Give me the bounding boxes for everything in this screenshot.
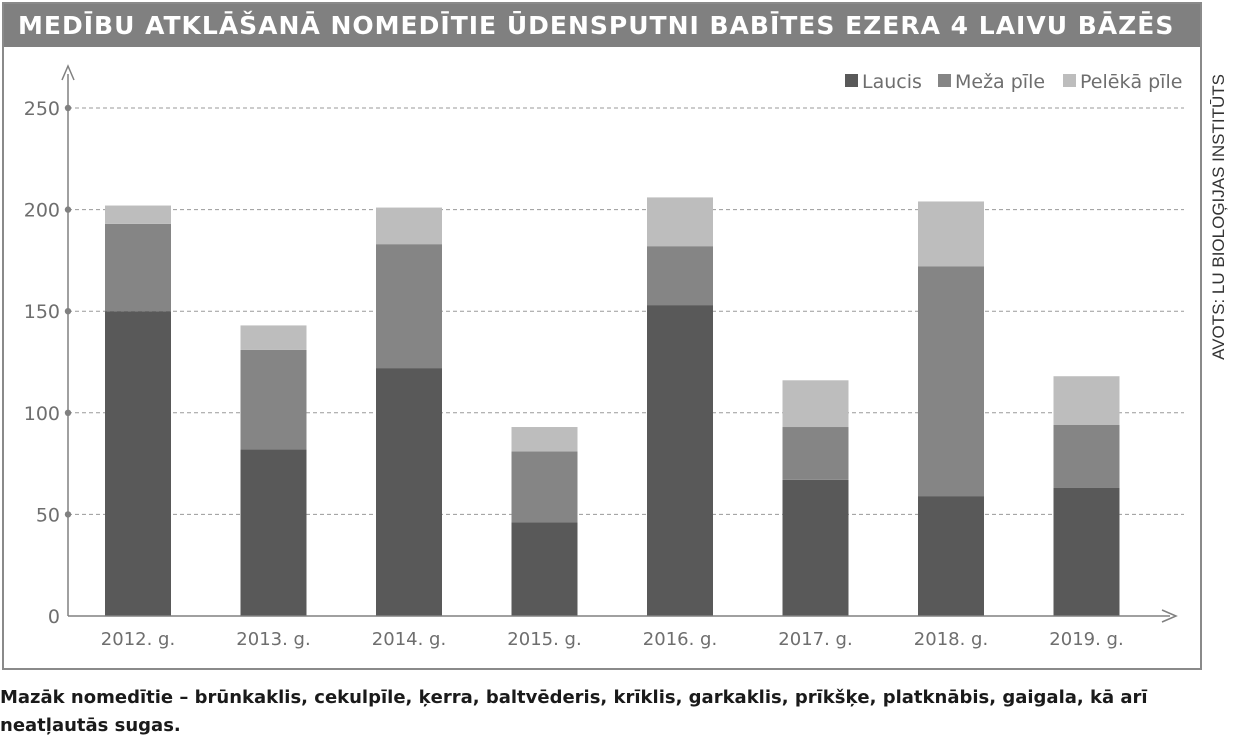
x-category-label: 2015. g. — [507, 629, 581, 650]
legend-laucis-label: Laucis — [862, 71, 922, 93]
source-credit: AVOTS: LU BIOLOĢIJAS INSTITŪTS — [1208, 74, 1230, 374]
legend-meza-pile-label: Meža pīle — [955, 71, 1045, 93]
axes — [61, 64, 1178, 623]
bar-meza-pile — [782, 427, 849, 480]
bar-laucis — [511, 522, 578, 616]
bar-meza-pile — [376, 244, 442, 369]
y-ticks: 0 50 100 150 200 250 — [24, 98, 72, 628]
y-tick-dot — [64, 104, 72, 112]
y-axis-arrow — [61, 64, 75, 81]
legend-laucis-swatch — [845, 74, 858, 87]
caption: Mazāk nomedītie – brūnkaklis, cekulpīle,… — [0, 687, 1148, 736]
bar-peleka-pile — [511, 427, 578, 452]
bar-laucis — [105, 311, 171, 616]
bar-peleka-pile — [1053, 376, 1120, 425]
chart-title: MEDĪBU ATKLĀŠANĀ NOMEDĪTIE ŪDENSPUTNI BA… — [18, 11, 1175, 40]
bar-peleka-pile — [376, 207, 442, 245]
x-category-label: 2016. g. — [643, 629, 717, 650]
bar-meza-pile — [105, 223, 171, 312]
source-text: AVOTS: LU BIOLOĢIJAS INSTITŪTS — [1209, 74, 1228, 360]
gridlines — [68, 107, 1184, 515]
x-category-label: 2014. g. — [372, 629, 446, 650]
bar-laucis — [376, 368, 442, 616]
bar-laucis — [782, 479, 849, 616]
x-labels: 2012. g. 2013. g. 2014. g. 2015. g. 2016. g.… — [101, 629, 1124, 650]
y-tick-label: 50 — [36, 504, 60, 526]
chart-frame: MEDĪBU ATKLĀŠANĀ NOMEDĪTIE ŪDENSPUTNI BA… — [2, 2, 1202, 670]
x-axis-arrow — [1161, 609, 1178, 623]
y-tick-dot — [64, 409, 72, 416]
y-tick-dot — [64, 511, 72, 518]
bar-laucis — [647, 305, 713, 616]
title-bar: MEDĪBU ATKLĀŠANĀ NOMEDĪTIE ŪDENSPUTNI BA… — [4, 4, 1200, 47]
bar-peleka-pile — [647, 197, 713, 247]
y-tick-label: 150 — [24, 301, 60, 323]
bar-peleka-pile — [240, 325, 307, 350]
bar-peleka-pile — [782, 380, 849, 428]
x-category-label: 2013. g. — [236, 629, 310, 650]
y-tick-dot — [64, 308, 72, 315]
bar-laucis — [1053, 487, 1120, 616]
chart-svg: 0 50 100 150 200 250 2012. g. 2013. g. 2014. g.… — [24, 64, 1184, 650]
bar-meza-pile — [647, 246, 713, 306]
y-tick-dot — [64, 206, 72, 213]
legend-peleka-pile-label: Pelēkā pīle — [1080, 71, 1182, 93]
y-tick-label: 100 — [24, 403, 60, 425]
x-category-label: 2017. g. — [778, 629, 852, 650]
y-tick-label: 200 — [24, 200, 60, 222]
bar-peleka-pile — [918, 201, 984, 267]
bar-meza-pile — [1053, 424, 1120, 488]
x-category-label: 2012. g. — [101, 629, 175, 650]
x-category-label: 2019. g. — [1049, 629, 1123, 650]
bar-meza-pile — [511, 451, 578, 523]
legend-peleka-pile-swatch — [1063, 74, 1076, 87]
legend: Laucis Meža pīle Pelēkā pīle — [845, 71, 1182, 93]
bars — [105, 197, 1120, 616]
bar-laucis — [918, 496, 984, 616]
bar-peleka-pile — [105, 205, 171, 224]
bar-meza-pile — [918, 266, 984, 497]
bar-meza-pile — [240, 349, 307, 450]
legend-meza-pile-swatch — [938, 74, 951, 87]
bar-laucis — [240, 449, 307, 616]
y-tick-label: 0 — [48, 606, 60, 628]
y-tick-label: 250 — [24, 98, 60, 120]
x-category-label: 2018. g. — [914, 629, 988, 650]
